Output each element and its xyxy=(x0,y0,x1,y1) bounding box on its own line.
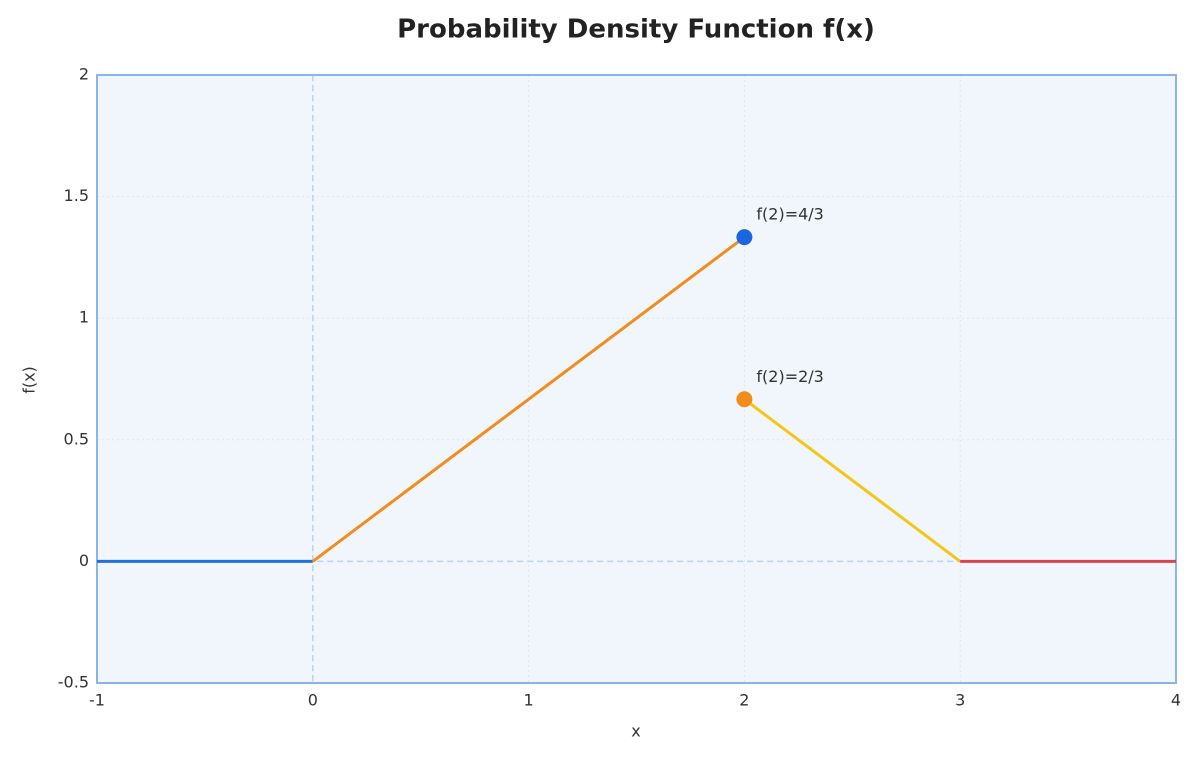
y-tick-label: 0 xyxy=(79,551,89,570)
plot-border xyxy=(96,74,1177,684)
point-label: f(2)=4/3 xyxy=(756,205,823,224)
x-tick-label: 3 xyxy=(955,691,965,710)
x-tick-label: 0 xyxy=(308,691,318,710)
plot-area xyxy=(97,75,1176,683)
y-axis-label: f(x) xyxy=(20,366,39,394)
point xyxy=(736,391,753,408)
y-tick-label: 1 xyxy=(79,308,89,327)
point-label: f(2)=2/3 xyxy=(756,367,823,386)
chart-title: Probability Density Function f(x) xyxy=(397,15,875,45)
line-segment xyxy=(311,235,746,563)
x-tick-label: 2 xyxy=(739,691,749,710)
line-segment xyxy=(743,398,962,563)
y-tick-label: 2 xyxy=(79,65,89,84)
y-tick-label: -0.5 xyxy=(58,673,89,692)
y-tick-label: 1.5 xyxy=(64,186,89,205)
y-tick-label: 0.5 xyxy=(64,429,89,448)
x-tick-label: -1 xyxy=(89,691,105,710)
x-axis-label: x xyxy=(631,722,640,741)
point xyxy=(736,229,753,246)
x-tick-label: 4 xyxy=(1171,691,1181,710)
x-tick-label: 1 xyxy=(524,691,534,710)
